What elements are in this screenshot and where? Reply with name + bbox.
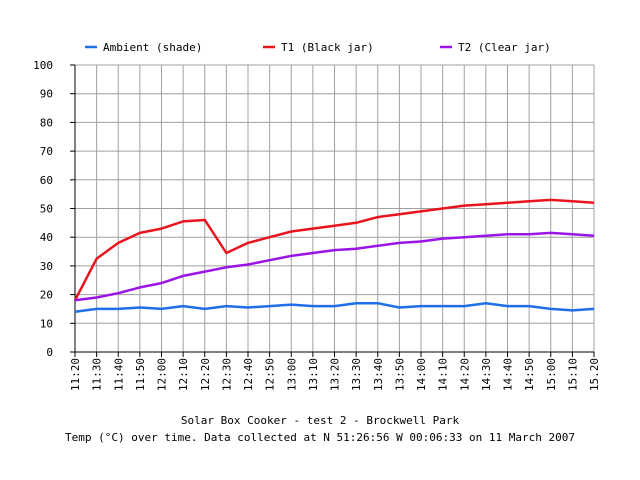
x-tick-label: 15:10 [566, 358, 579, 391]
y-tick-label: 20 [40, 289, 53, 302]
x-tick-label: 14:50 [523, 358, 536, 391]
series-line-0 [74, 301, 595, 314]
legend: Ambient (shade) T1 (Black jar) T2 (Clear j… [85, 41, 551, 54]
x-tick-label: 13:20 [329, 358, 342, 391]
x-tick-label: 13:30 [350, 358, 363, 391]
x-tick-label: 11:20 [69, 358, 82, 391]
x-tick-label: 12:00 [156, 358, 169, 391]
axes: 0 10 20 30 40 50 60 70 80 90 100 11:20 11:30 11:40 11:… [33, 59, 601, 391]
x-tick-label: 12:50 [264, 358, 277, 391]
x-tick-label: 13:00 [285, 358, 298, 391]
y-tick-label: 60 [40, 174, 53, 187]
x-tick-label: 14:40 [502, 358, 515, 391]
series-lines [73, 198, 595, 314]
y-tick-label: 50 [40, 203, 53, 216]
x-tick-label: 12:30 [220, 358, 233, 391]
x-tick-label: 14:30 [480, 358, 493, 391]
x-tick-label: 12:10 [177, 358, 190, 391]
x-tick-label: 15:00 [545, 358, 558, 391]
x-tick-label: 13:50 [393, 358, 406, 391]
series-line-2 [74, 231, 595, 302]
legend-label-1: T1 (Black jar) [281, 41, 374, 54]
x-tick-label: 14:10 [437, 358, 450, 391]
legend-label-2: T2 (Clear jar) [458, 41, 551, 54]
x-tick-label: 14:20 [458, 358, 471, 391]
x-tick-label: 11:50 [134, 358, 147, 391]
y-tick-label: 10 [40, 317, 53, 330]
y-tick-label: 30 [40, 260, 53, 273]
y-tick-label: 100 [33, 59, 53, 72]
x-tick-label: 13:10 [307, 358, 320, 391]
x-tick-label: 12:20 [199, 358, 212, 391]
chart-subtitle: Temp (°C) over time. Data collected at N… [65, 431, 575, 444]
x-tick-label: 11:30 [91, 358, 104, 391]
legend-label-0: Ambient (shade) [103, 41, 202, 54]
chart-title: Solar Box Cooker - test 2 - Brockwell Pa… [180, 414, 460, 427]
x-tick-label: 14:00 [415, 358, 428, 391]
y-tick-label: 90 [40, 88, 53, 101]
x-tick-label: 12:40 [242, 358, 255, 391]
y-tick-label: 80 [40, 116, 53, 129]
x-tick-label: 13:40 [372, 358, 385, 391]
x-tick-label: 15.20 [588, 358, 601, 391]
series-line-1 [73, 198, 595, 301]
y-tick-label: 70 [40, 145, 53, 158]
y-tick-label: 40 [40, 231, 53, 244]
y-tick-label: 0 [46, 346, 53, 359]
x-tick-label: 11:40 [112, 358, 125, 391]
